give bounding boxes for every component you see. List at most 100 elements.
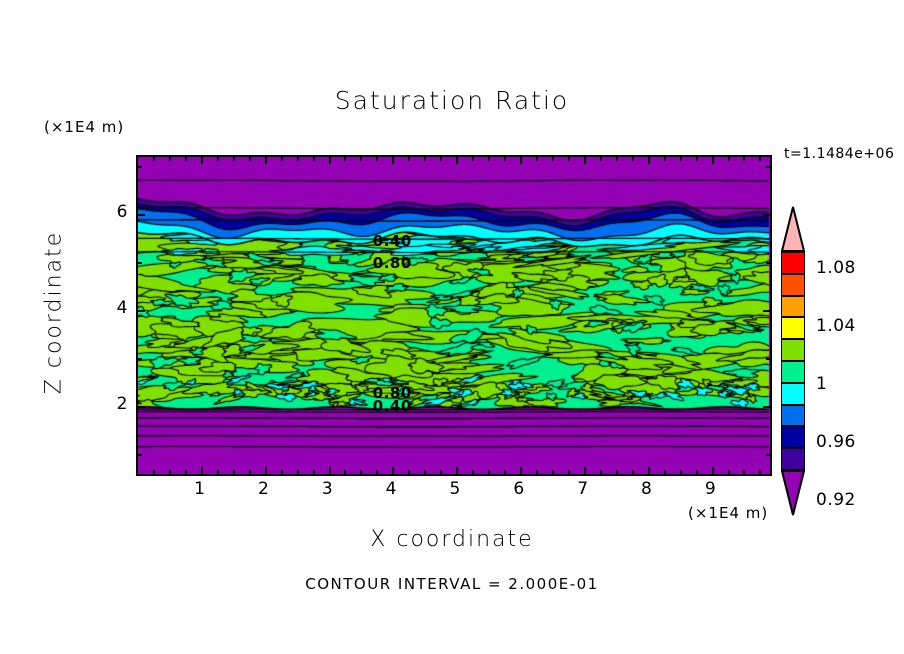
x-tick-minor — [248, 157, 251, 161]
x-tick-minor — [504, 157, 507, 161]
x-tick-minor — [567, 470, 570, 474]
y-tick-major — [763, 309, 770, 312]
x-tick-major — [392, 157, 395, 164]
y-tick-major — [138, 213, 145, 216]
x-tick-minor — [184, 470, 187, 474]
x-tick-major — [647, 467, 650, 474]
x-tick-minor — [280, 470, 283, 474]
x-tick-major — [583, 157, 586, 164]
colorbar-band — [781, 404, 805, 427]
x-tick-minor — [312, 157, 315, 161]
x-tick-major — [456, 467, 459, 474]
x-tick-minor — [440, 157, 443, 161]
y-tick-label: 4 — [116, 297, 128, 318]
contour-value-label: 0.40 — [372, 396, 412, 415]
x-tick-major — [520, 157, 523, 164]
x-tick-label: 5 — [449, 479, 461, 499]
x-tick-minor — [296, 157, 299, 161]
x-tick-label: 6 — [513, 479, 525, 499]
y-tick-label: 6 — [116, 201, 128, 222]
x-tick-minor — [663, 157, 666, 161]
x-tick-minor — [408, 470, 411, 474]
colorbar-band — [781, 361, 805, 383]
x-tick-major — [711, 467, 714, 474]
x-tick-minor — [551, 157, 554, 161]
y-axis-units-label: (×1E4 m) — [44, 118, 125, 136]
x-tick-minor — [360, 470, 363, 474]
x-tick-minor — [599, 157, 602, 161]
x-tick-minor — [488, 470, 491, 474]
y-tick-minor — [138, 165, 142, 168]
x-tick-minor — [743, 157, 746, 161]
x-tick-minor — [408, 157, 411, 161]
page-title: Saturation Ratio — [334, 86, 570, 115]
y-tick-minor — [766, 261, 770, 264]
contour-field-canvas — [138, 157, 770, 474]
colorbar-band — [781, 317, 805, 340]
contour-value-label: 0.40 — [372, 232, 412, 250]
colorbar-tick-label: 1 — [816, 374, 828, 394]
y-tick-minor — [766, 453, 770, 456]
x-tick-minor — [743, 470, 746, 474]
x-tick-minor — [695, 157, 698, 161]
x-tick-minor — [312, 470, 315, 474]
y-tick-major — [138, 405, 145, 408]
y-tick-minor — [138, 357, 142, 360]
x-tick-major — [647, 157, 650, 164]
x-tick-major — [583, 467, 586, 474]
x-tick-minor — [679, 470, 682, 474]
colorbar-band — [781, 252, 805, 274]
x-tick-label: 1 — [194, 479, 206, 499]
y-tick-minor — [138, 261, 142, 264]
x-tick-minor — [759, 470, 762, 474]
x-tick-minor — [216, 470, 219, 474]
x-axis-units-label: (×1E4 m) — [688, 504, 769, 522]
x-tick-label: 4 — [385, 479, 397, 499]
x-tick-minor — [679, 157, 682, 161]
colorbar-tick-label: 1.08 — [816, 258, 856, 278]
contour-value-label: 0.80 — [372, 384, 412, 403]
x-tick-label: 9 — [704, 479, 717, 499]
y-tick-label: 2 — [116, 393, 128, 414]
x-tick-minor — [663, 470, 666, 474]
x-tick-major — [520, 467, 523, 474]
x-tick-minor — [376, 470, 379, 474]
x-tick-minor — [567, 157, 570, 161]
x-tick-minor — [168, 157, 171, 161]
x-tick-minor — [152, 470, 155, 474]
y-tick-major — [763, 213, 770, 216]
x-tick-minor — [504, 470, 507, 474]
x-tick-minor — [280, 157, 283, 161]
x-tick-minor — [344, 157, 347, 161]
x-axis-title: X coordinate — [370, 527, 534, 552]
colorbar-tick-label: 1.04 — [816, 316, 856, 336]
x-tick-major — [456, 157, 459, 164]
contour-interval-caption: CONTOUR INTERVAL = 2.000E-01 — [305, 575, 599, 593]
y-tick-major — [763, 405, 770, 408]
x-tick-minor — [168, 470, 171, 474]
x-tick-minor — [615, 470, 618, 474]
y-tick-major — [138, 309, 145, 312]
y-tick-minor — [138, 453, 142, 456]
x-tick-minor — [551, 470, 554, 474]
colorbar-band — [781, 448, 805, 470]
colorbar-band — [781, 339, 805, 361]
x-tick-minor — [759, 157, 762, 161]
x-tick-minor — [631, 470, 634, 474]
colorbar-band — [781, 295, 805, 318]
x-tick-minor — [152, 157, 155, 161]
x-tick-minor — [599, 470, 602, 474]
x-tick-minor — [344, 470, 347, 474]
x-tick-minor — [424, 470, 427, 474]
colorbar-tick-label: 0.92 — [816, 490, 856, 510]
x-tick-minor — [296, 470, 299, 474]
x-tick-label: 2 — [258, 479, 270, 499]
x-tick-minor — [360, 157, 363, 161]
x-tick-major — [328, 157, 331, 164]
x-tick-major — [200, 157, 203, 164]
contour-value-label: 0.80 — [372, 254, 412, 273]
colorbar — [781, 206, 805, 516]
colorbar-band — [781, 426, 805, 449]
x-tick-major — [264, 157, 267, 164]
